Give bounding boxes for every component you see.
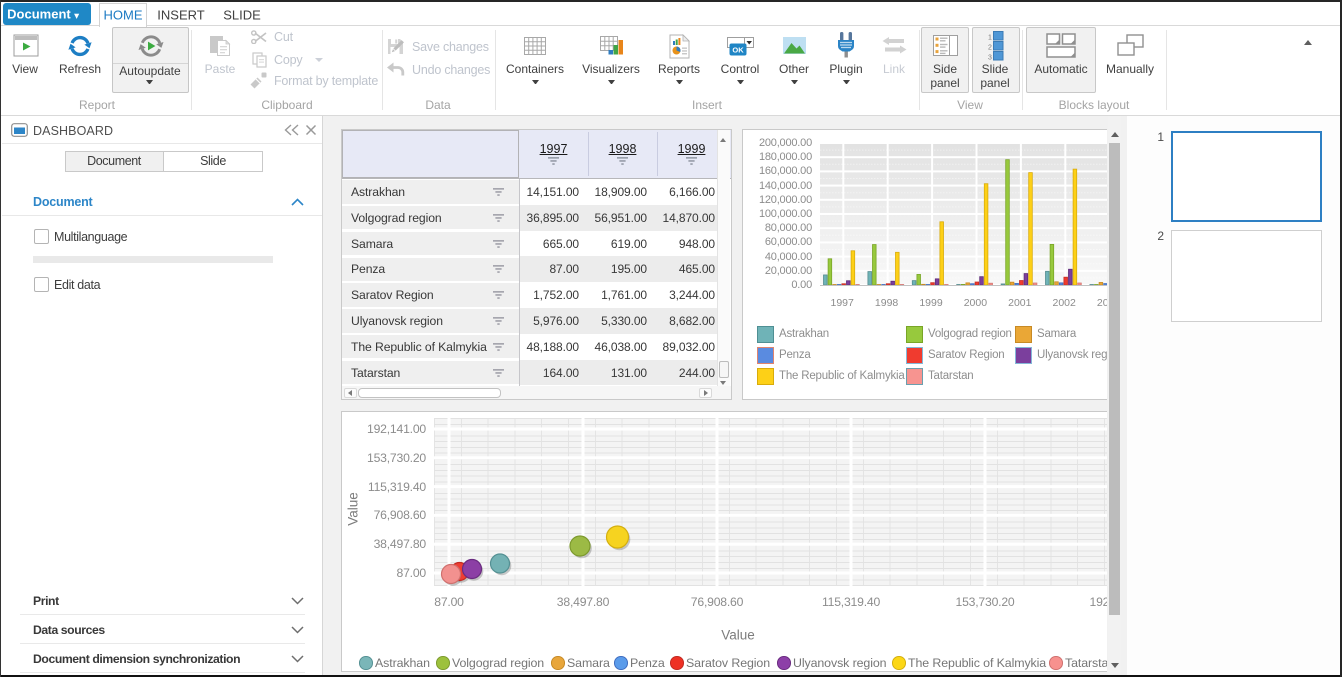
svg-text:1: 1 xyxy=(988,35,992,42)
svg-text:OK: OK xyxy=(732,46,744,55)
svg-text:2: 2 xyxy=(988,45,992,52)
svg-text:3: 3 xyxy=(988,55,992,62)
